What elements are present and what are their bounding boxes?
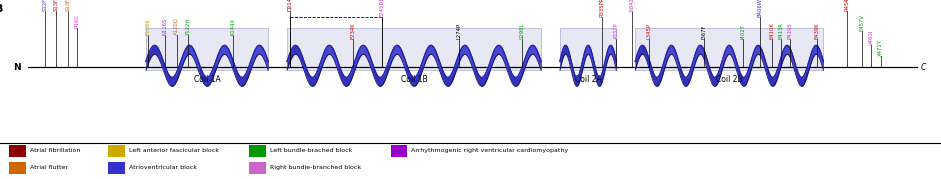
Text: E234K: E234K [350, 23, 356, 39]
Text: Coil 1B: Coil 1B [401, 75, 427, 84]
Bar [108, 145, 125, 157]
Text: E410K: E410K [769, 22, 774, 39]
Text: Left bundle-brached block: Left bundle-brached block [270, 148, 353, 153]
Text: E413R: E413R [778, 22, 784, 39]
Text: R335PR335P: R335PR335P [599, 0, 605, 17]
Text: P4195: P4195 [788, 23, 793, 39]
Text: Right bundle-branched block: Right bundle-branched block [270, 165, 361, 170]
Text: Atrial fibrillation: Atrial fibrillation [30, 148, 81, 153]
Text: B: B [0, 4, 4, 14]
Text: S12F: S12F [42, 0, 48, 11]
Text: Left anterior fascicular block: Left anterior fascicular block [129, 148, 219, 153]
Text: C: C [920, 62, 926, 72]
Text: S13FS13F: S13FS13F [54, 0, 59, 11]
Bar [391, 145, 407, 157]
Text: L345P: L345P [646, 23, 652, 39]
Text: E245DE245D: E245DE245D [379, 0, 385, 17]
Text: V460I: V460I [869, 29, 874, 45]
Bar [249, 145, 266, 157]
Text: S298L: S298L [519, 23, 525, 39]
Bar [146, 28, 268, 70]
Bar [249, 162, 266, 174]
Text: Arrhythmogenic right ventricular cardiomyopathy: Arrhythmogenic right ventricular cardiom… [411, 148, 568, 153]
Text: K144X: K144X [231, 18, 236, 35]
Text: Coil 1A: Coil 1A [194, 75, 220, 84]
Bar [108, 162, 125, 174]
Text: A120D: A120D [174, 17, 180, 35]
Text: E457V: E457V [859, 14, 865, 31]
Text: L274P: L274P [456, 23, 462, 39]
Text: N: N [13, 62, 21, 72]
Text: N116S: N116S [162, 18, 167, 35]
Bar [287, 28, 541, 70]
Bar [635, 28, 823, 70]
Text: A337P: A337P [614, 23, 619, 39]
Text: E108K: E108K [145, 18, 151, 35]
Text: S13FS13FS13F: S13FS13FS13F [65, 0, 71, 11]
Text: R16C: R16C [74, 14, 80, 28]
Text: Atrial flutter: Atrial flutter [30, 165, 68, 170]
Text: Coil 2B: Coil 2B [716, 75, 742, 84]
Text: D214-E245del: D214-E245del [287, 0, 293, 11]
Bar [560, 28, 616, 70]
Text: B406WR406W: B406WR406W [758, 0, 763, 17]
Text: X471Y: X471Y [878, 39, 884, 56]
Text: Y122H: Y122H [185, 18, 191, 35]
Text: E439K: E439K [814, 23, 820, 39]
Text: Atrioventricular block: Atrioventricular block [129, 165, 197, 170]
Text: N342DN342DN34: N342DN342DN34 [630, 0, 635, 11]
Text: Coil 2A: Coil 2A [575, 75, 601, 84]
Bar [9, 162, 26, 174]
Bar [9, 145, 26, 157]
Text: R454WR454W: R454WR454W [844, 0, 850, 11]
Text: I402T: I402T [741, 24, 746, 39]
Text: I367F: I367F [701, 25, 707, 39]
